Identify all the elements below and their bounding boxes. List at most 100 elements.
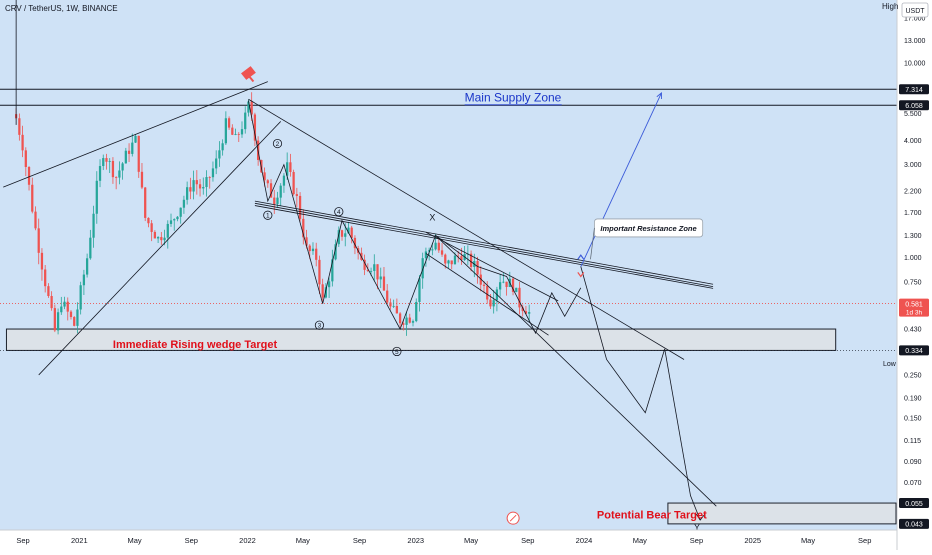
candle-body [479, 274, 482, 285]
candle-body [392, 305, 395, 307]
candle-body [153, 231, 157, 239]
x-tick-label: 2021 [71, 536, 88, 545]
candle-body [286, 162, 289, 176]
candle-body [40, 252, 44, 270]
candle-body [528, 312, 531, 314]
candle-body [60, 306, 63, 313]
target-icon-needle [509, 514, 517, 522]
wave-marker-2: 2 [276, 141, 280, 148]
candle-body [244, 112, 247, 130]
candle-body [98, 166, 102, 181]
currency-label: USDT [905, 8, 925, 15]
candle-body [76, 309, 79, 326]
candle-body [147, 217, 150, 224]
y-tick-label: 0.115 [904, 438, 921, 445]
low-label: Low [883, 361, 897, 368]
candle-body [176, 216, 179, 220]
candle-body [311, 248, 315, 252]
candle-body [192, 180, 195, 192]
candle-body [131, 142, 134, 154]
candle-body [437, 242, 440, 251]
wave-marker-4: 4 [337, 209, 341, 216]
candle-body [231, 127, 234, 135]
price-tag-box [899, 345, 929, 356]
candle-body [324, 287, 328, 298]
x-tick-label: Sep [16, 536, 29, 545]
candle-body [376, 264, 379, 280]
candle-body [369, 270, 373, 272]
candle-body [440, 250, 444, 255]
candle-body [340, 230, 344, 237]
candle-body [269, 183, 273, 198]
candle-body [163, 237, 166, 241]
candle-body [234, 134, 237, 135]
candle-body [289, 162, 292, 172]
x-tick-label: Sep [185, 536, 198, 545]
candle-body [424, 251, 428, 259]
channel-bottom [425, 253, 549, 336]
y-tick-label: 10.000 [904, 60, 926, 67]
time-axis-panel[interactable] [0, 530, 897, 550]
candle-body [66, 301, 69, 312]
candle-body [227, 118, 231, 128]
candle-body [276, 197, 279, 205]
x-tick-label: Sep [521, 536, 534, 545]
candle-body [237, 134, 240, 135]
candle-body [69, 311, 73, 318]
y-tick-label: 1.300 [904, 233, 922, 240]
candle-body [505, 281, 508, 287]
callout-pointer [590, 227, 595, 260]
x-tick-label: 2024 [576, 536, 593, 545]
candle-body [134, 135, 137, 143]
target-zone-2 [667, 502, 897, 525]
candle-body [253, 114, 257, 141]
candle-body [18, 118, 21, 135]
candle-body [124, 150, 127, 164]
candle-body [140, 171, 144, 188]
candle-body [56, 312, 60, 331]
candle-body [240, 129, 244, 135]
x-tick-label: 2023 [407, 536, 424, 545]
x-tick-label: Sep [690, 536, 703, 545]
candle-body [73, 317, 76, 326]
candle-body [321, 284, 324, 298]
candle-body [457, 255, 460, 257]
x-tick-label: 2025 [744, 536, 761, 545]
candle-body [337, 230, 340, 245]
candle-body [460, 256, 463, 261]
price-tag-0.043: 0.043 [905, 522, 923, 529]
candle-body [82, 274, 86, 286]
candle-body [447, 260, 450, 264]
price-tag-0.334: 0.334 [905, 348, 923, 355]
symbol-title: CRV / TetherUS, 1W, BINANCE [5, 4, 118, 13]
candle-body [353, 237, 357, 249]
price-axis-panel[interactable] [897, 0, 932, 550]
wedge-peak-guide [248, 98, 685, 360]
price-tag-6.058: 6.058 [905, 103, 923, 110]
candle-body [521, 307, 524, 312]
price-tag-box [899, 84, 929, 95]
x-tick-label: 2022 [239, 536, 256, 545]
resistance-line-2 [254, 202, 714, 287]
y-tick-label: 1.000 [904, 255, 922, 262]
candle-body [95, 180, 98, 214]
candle-body [24, 150, 27, 167]
candle-body [144, 187, 147, 218]
candle-body [518, 287, 521, 308]
bullish-projection-line [580, 92, 662, 267]
candle-body [92, 213, 95, 238]
currency-button[interactable] [901, 2, 929, 18]
wave-marker-circle [334, 207, 344, 217]
wave-marker-circle [272, 138, 283, 149]
candle-body [398, 313, 402, 324]
candle-body [282, 175, 286, 186]
wave-marker-circle [392, 346, 402, 357]
candle-body [47, 286, 50, 296]
candle-body [453, 255, 457, 265]
candle-body [137, 135, 140, 172]
candle-body [44, 269, 47, 287]
price-tag-7.314: 7.314 [905, 87, 923, 94]
candle-body [411, 321, 415, 323]
